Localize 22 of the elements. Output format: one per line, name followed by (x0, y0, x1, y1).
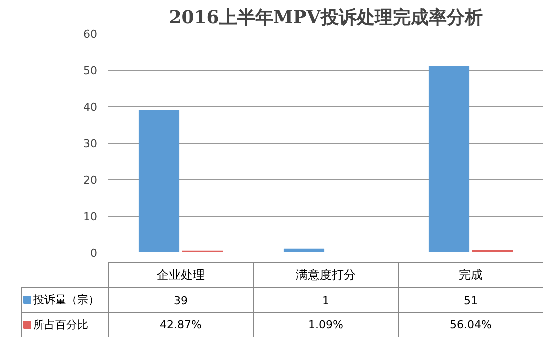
data-label: 39 (174, 294, 188, 308)
y-tick-label: 0 (90, 247, 98, 260)
y-tick-label: 40 (84, 101, 98, 114)
data-label: 51 (464, 294, 478, 308)
data-label: 1.09% (308, 318, 344, 332)
y-tick-label: 30 (84, 138, 98, 150)
data-label: 1 (322, 294, 330, 308)
y-tick-label: 10 (84, 210, 98, 224)
x-tick-label: 完成 (459, 268, 483, 282)
bar (138, 110, 180, 252)
y-tick-label: 50 (84, 64, 98, 78)
bar (284, 248, 325, 252)
chart-title: 2016上半年MPV投诉处理完成率分析 (169, 8, 483, 28)
data-label: 42.87% (160, 318, 202, 332)
legend-label: 所占百分比 (34, 318, 88, 332)
y-tick-label: 20 (84, 174, 98, 187)
y-tick-label: 60 (84, 28, 98, 41)
x-tick-label: 企业处理 (157, 268, 205, 282)
legend-label: 投诉量（宗） (32, 294, 100, 306)
x-tick-label: 满意度打分 (296, 268, 356, 282)
data-label: 56.04% (450, 318, 492, 332)
bar (428, 66, 470, 252)
